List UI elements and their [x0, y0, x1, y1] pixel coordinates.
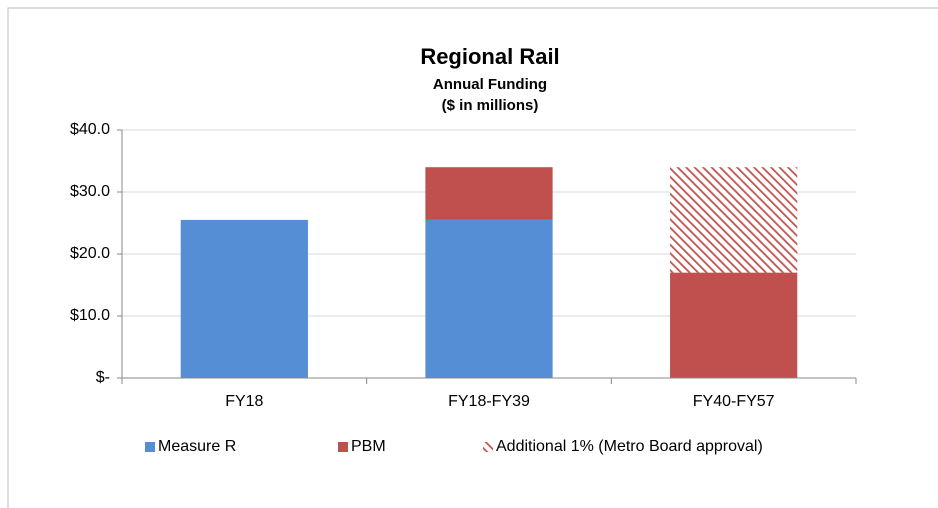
- y-tick-label: $40.0: [70, 121, 110, 138]
- legend-label: Additional 1% (Metro Board approval): [496, 438, 763, 455]
- legend-swatch: [338, 442, 348, 452]
- bar-segment: [180, 219, 308, 378]
- y-tick-label: $30.0: [70, 183, 110, 200]
- bar-segment: [425, 167, 553, 220]
- bar-segment: [425, 219, 553, 378]
- chart-subtitle: ($ in millions): [442, 97, 539, 114]
- x-tick-label: FY18: [225, 393, 263, 410]
- bar-segment: [670, 167, 798, 273]
- chart-title: Regional Rail: [420, 44, 559, 69]
- y-tick-label: $20.0: [70, 245, 110, 262]
- frame: [7, 7, 938, 508]
- bar-segment: [670, 272, 798, 378]
- legend-label: PBM: [351, 438, 386, 455]
- x-tick-label: FY40-FY57: [693, 393, 775, 410]
- y-tick-label: $-: [96, 369, 110, 386]
- legend-label: Measure R: [158, 438, 236, 455]
- x-tick-label: FY18-FY39: [448, 393, 530, 410]
- legend-swatch: [145, 442, 155, 452]
- chart-subtitle: Annual Funding: [433, 76, 547, 93]
- legend-swatch: [483, 442, 493, 452]
- y-tick-label: $10.0: [70, 307, 110, 324]
